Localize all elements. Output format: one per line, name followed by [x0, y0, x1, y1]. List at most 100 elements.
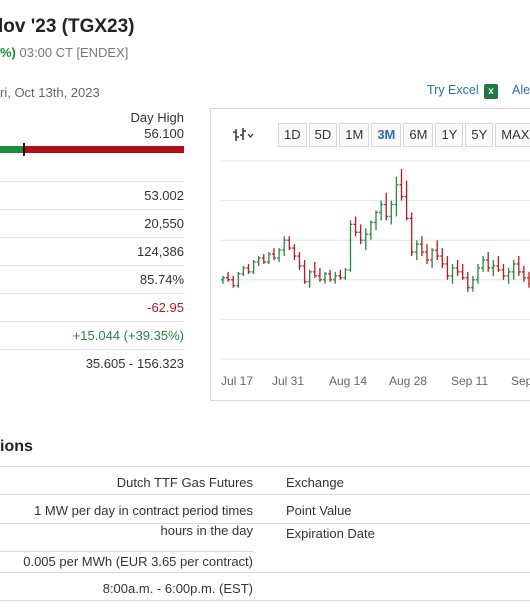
ohlc-bar	[231, 275, 236, 288]
ohlc-bar	[506, 267, 511, 284]
spec-row: 8:00a.m. - 6:00p.m. (EST)	[0, 573, 530, 601]
ohlc-bar	[358, 224, 363, 245]
day-range-marker	[22, 143, 25, 156]
ohlc-bar	[409, 212, 414, 257]
timeframe-1y-button[interactable]: 1Y	[435, 123, 464, 147]
ohlc-bar	[496, 256, 501, 272]
stat-value: +15.044 (+39.35%)	[0, 321, 184, 349]
ohlc-bar	[460, 263, 465, 280]
excel-icon[interactable]: x	[484, 84, 498, 99]
x-axis-label: Sep 11	[451, 374, 488, 388]
chart-type-icon[interactable]	[228, 123, 258, 147]
ohlc-bar	[343, 267, 348, 280]
ohlc-bar	[481, 256, 486, 272]
quote-date: ri, Oct 13th, 2023	[0, 85, 100, 100]
ohlc-bar	[414, 240, 419, 260]
ohlc-bar	[404, 180, 409, 221]
ohlc-bar	[312, 261, 317, 278]
x-axis-label: Jul 31	[272, 374, 304, 388]
ohlc-bar	[389, 200, 394, 225]
ohlc-bar	[450, 263, 455, 284]
ohlc-bar	[419, 236, 424, 257]
ohlc-bar	[266, 252, 271, 264]
ohlc-bar	[328, 269, 333, 282]
ohlc-bar	[307, 269, 312, 288]
ohlc-bar	[363, 228, 368, 251]
timeframe-1m-button[interactable]: 1M	[339, 123, 370, 147]
ohlc-bar	[302, 260, 307, 284]
spec-value: 0.005 per MWh (EUR 3.65 per contract)	[23, 554, 253, 569]
day-high-value: 56.100	[144, 126, 184, 141]
ohlc-bar	[277, 248, 282, 262]
day-range-fill	[0, 146, 24, 153]
timeframe-selector: 1D 5D 1M 3M 6M 1Y 5Y MAX	[228, 123, 530, 147]
ohlc-bar	[486, 252, 491, 272]
ohlc-bar	[465, 271, 470, 292]
ohlc-bar	[394, 176, 399, 217]
ohlc-bar	[333, 271, 338, 284]
stat-value: 20,550	[0, 209, 184, 237]
change-percent: %)	[0, 45, 16, 60]
ohlc-bar	[338, 269, 343, 280]
timeframe-6m-button[interactable]: 6M	[403, 123, 434, 147]
price-chart[interactable]: Jul 17 Jul 31 Aug 14 Aug 28 Sep 11 Sep	[211, 109, 530, 402]
spec-divider	[0, 523, 530, 524]
ohlc-bar	[256, 256, 261, 266]
ohlc-bar	[261, 254, 266, 264]
spec-divider	[0, 551, 253, 552]
ohlc-bar	[430, 248, 435, 268]
ohlc-bar	[379, 200, 384, 221]
ohlc-bar	[241, 265, 246, 276]
ohlc-bar	[251, 260, 256, 274]
spec-label: Exchange	[286, 475, 344, 490]
ohlc-bar	[368, 220, 373, 241]
spec-row: Dutch TTF Gas Futures Exchange	[0, 467, 530, 495]
contract-title: lov '23 (TGX23)	[0, 16, 135, 37]
ohlc-bar	[425, 244, 429, 264]
ohlc-bar	[374, 210, 378, 231]
price-chart-panel: Jul 17 Jul 31 Aug 14 Aug 28 Sep 11 Sep 1D 5D 1M…	[210, 108, 530, 401]
x-axis-label: Aug 14	[329, 374, 367, 388]
ohlc-bar	[353, 216, 358, 237]
ohlc-bar	[516, 256, 521, 276]
ohlc-bar	[226, 271, 231, 282]
x-axis-label: Jul 17	[221, 374, 253, 388]
timeframe-max-button[interactable]: MAX	[495, 123, 530, 147]
stat-value: 53.002	[0, 181, 184, 209]
alerts-link[interactable]: Ale	[512, 83, 530, 97]
x-axis-label: Aug 28	[389, 374, 427, 388]
ohlc-bar	[292, 244, 297, 260]
ohlc-bar	[470, 275, 475, 292]
timeframe-3m-button[interactable]: 3M	[371, 123, 402, 147]
timeframe-5y-button[interactable]: 5Y	[465, 123, 494, 147]
ohlc-bar	[501, 263, 506, 280]
ohlc-bar	[521, 265, 526, 282]
ohlc-bar	[236, 271, 241, 288]
spec-row: Expiration Date	[0, 523, 530, 545]
ohlc-bar	[440, 248, 445, 268]
ohlc-bar	[399, 168, 404, 201]
ohlc-bar	[445, 256, 450, 280]
stat-value: 85.74%	[0, 265, 184, 293]
try-excel-link[interactable]: Try Excel	[427, 83, 479, 97]
spec-row: 1 MW per day in contract period times ho…	[0, 495, 530, 551]
quote-time-source: 03:00 CT [ENDEX]	[19, 45, 129, 60]
ohlc-bar	[287, 236, 292, 251]
spec-value: 8:00a.m. - 6:00p.m. (EST)	[102, 581, 253, 596]
spec-value: Dutch TTF Gas Futures	[116, 475, 253, 490]
ohlc-bar	[323, 271, 327, 284]
ohlc-bar	[511, 260, 516, 280]
timeframe-5d-button[interactable]: 5D	[308, 123, 338, 147]
stat-value: 124,386	[0, 237, 184, 265]
ohlc-bar	[348, 220, 353, 272]
specs-table: Dutch TTF Gas Futures Exchange 1 MW per da…	[0, 466, 530, 601]
day-high-label: Day High	[130, 110, 184, 125]
stat-value: 35.605 - 156.323	[0, 349, 184, 377]
ohlc-bar	[476, 263, 480, 284]
ohlc-bar	[527, 271, 530, 288]
timeframe-1d-button[interactable]: 1D	[278, 123, 307, 147]
spec-label: Point Value	[286, 503, 352, 518]
ohlc-bar	[221, 275, 225, 284]
ohlc-bar	[435, 240, 440, 260]
specs-title: ions	[0, 438, 33, 455]
